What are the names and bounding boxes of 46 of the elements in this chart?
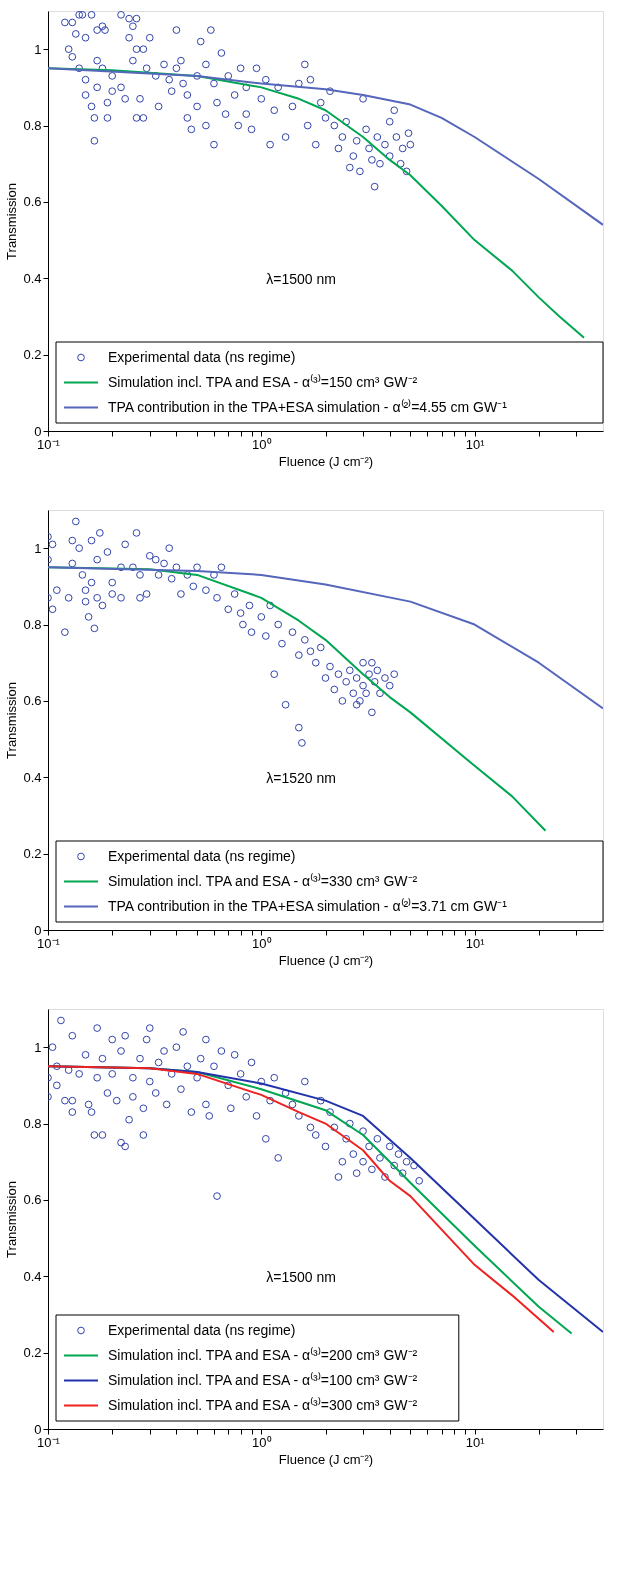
y-tick-label: 0 — [34, 922, 42, 938]
y-axis-title: Transmission — [4, 1181, 20, 1258]
y-tick-label: 0.4 — [23, 1268, 42, 1284]
x-tick-label: 10⁻¹ — [37, 935, 61, 951]
x-tick-label: 10⁰ — [252, 436, 272, 452]
y-tick-label: 0 — [34, 423, 42, 439]
y-tick-label: 0 — [34, 1421, 42, 1437]
y-tick-label: 0.6 — [23, 194, 42, 210]
x-tick-label: 10⁻¹ — [37, 1434, 61, 1450]
y-axis-title: Transmission — [4, 682, 20, 759]
legend-label: Simulation incl. TPA and ESA - α⁽³⁾=200 cm³ GW⁻² — [108, 1346, 418, 1363]
x-axis-title: Fluence (J cm⁻²) — [278, 952, 374, 968]
y-tick-label: 0.2 — [23, 846, 42, 862]
legend-label: TPA contribution in the TPA+ESA simulation - α⁽²⁾=4.55 cm GW⁻¹ — [108, 398, 508, 415]
x-axis-title: Fluence (J cm⁻²) — [278, 1451, 374, 1467]
x-tick-label: 10⁰ — [252, 935, 272, 951]
y-tick-label: 0.2 — [23, 347, 42, 363]
x-tick-label: 10⁰ — [252, 1434, 272, 1450]
annotation: λ=1500 nm — [266, 270, 336, 287]
legend-label: Simulation incl. TPA and ESA - α⁽³⁾=330 cm³ GW⁻² — [108, 872, 418, 889]
y-tick-label: 0.8 — [23, 1116, 42, 1132]
legend-label: TPA contribution in the TPA+ESA simulation - α⁽²⁾=3.71 cm GW⁻¹ — [108, 897, 508, 914]
y-tick-label: 0.8 — [23, 617, 42, 633]
y-axis-title: Transmission — [4, 183, 20, 260]
legend-label: Experimental data (ns regime) — [108, 348, 296, 365]
y-tick-label: 0.8 — [23, 118, 42, 134]
y-tick-label: 0.4 — [23, 270, 42, 286]
y-tick-label: 1 — [34, 540, 42, 556]
x-axis-title: Fluence (J cm⁻²) — [278, 453, 374, 469]
y-tick-label: 1 — [34, 41, 42, 57]
legend-label: Simulation incl. TPA and ESA - α⁽³⁾=300 cm³ GW⁻² — [108, 1396, 418, 1413]
x-tick-label: 10⁻¹ — [37, 436, 61, 452]
legend-label: Experimental data (ns regime) — [108, 847, 296, 864]
annotation: λ=1520 nm — [266, 769, 336, 786]
y-tick-label: 0.4 — [23, 769, 42, 785]
legend-label: Simulation incl. TPA and ESA - α⁽³⁾=100 cm³ GW⁻² — [108, 1371, 418, 1388]
annotation: λ=1500 nm — [266, 1268, 336, 1285]
x-tick-label: 10¹ — [465, 436, 486, 452]
legend-label: Simulation incl. TPA and ESA - α⁽³⁾=150 cm³ GW⁻² — [108, 373, 418, 390]
x-tick-label: 10¹ — [465, 1434, 486, 1450]
legend-label: Experimental data (ns regime) — [108, 1321, 296, 1338]
x-tick-label: 10¹ — [465, 935, 486, 951]
y-tick-label: 0.6 — [23, 1192, 42, 1208]
y-tick-label: 0.2 — [23, 1345, 42, 1361]
y-tick-label: 0.6 — [23, 693, 42, 709]
y-tick-label: 1 — [34, 1039, 42, 1055]
